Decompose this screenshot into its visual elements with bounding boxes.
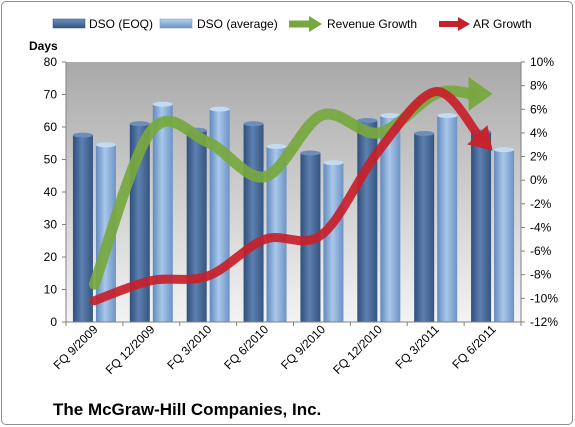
bar-dso-eoq	[186, 130, 207, 322]
bar-dso-eoq	[414, 133, 435, 322]
bar-top-dso-average	[323, 160, 344, 166]
bar-top-dso-eoq	[357, 118, 378, 123]
legend-swatch-dso-average	[159, 18, 193, 29]
y-tick-label: 60	[44, 120, 58, 134]
y-tick-label: 80	[44, 55, 58, 69]
y2-tick-label: 4%	[530, 126, 548, 140]
y2-tick-label: 10%	[530, 55, 554, 69]
x-tick-label: FQ 9/2010	[278, 322, 328, 372]
bar-dso-average	[152, 104, 173, 322]
legend-label-ar-growth: AR Growth	[473, 17, 532, 31]
y2-tick-label: 8%	[530, 79, 548, 93]
legend-label-dso-eoq: DSO (EOQ)	[89, 17, 153, 31]
bar-top-dso-average	[494, 147, 515, 153]
y-tick-label: 10	[44, 283, 58, 297]
bar-dso-eoq	[72, 135, 93, 322]
y-tick-label: 50	[44, 153, 58, 167]
x-tick-label: FQ 6/2010	[221, 322, 271, 372]
y2-tick-label: -6%	[530, 244, 552, 258]
bar-dso-eoq	[243, 123, 264, 322]
bar-dso-average	[380, 115, 401, 322]
y-tick-label: 30	[44, 218, 58, 232]
legend-label-revenue-growth: Revenue Growth	[327, 17, 417, 31]
legend-arrow-ar-growth	[439, 17, 470, 31]
bar-dso-average	[323, 162, 344, 322]
bar-dso-eoq	[471, 131, 492, 322]
bar-top-dso-eoq	[300, 150, 321, 156]
legend: DSO (EOQ) DSO (average) Revenue Growth A…	[52, 16, 532, 32]
y2-tick-label: -8%	[530, 268, 552, 282]
bar-top-dso-eoq	[243, 121, 264, 127]
lines-layer	[88, 76, 493, 306]
y2-tick-label: 2%	[530, 150, 548, 164]
arrowhead-ar-growth	[467, 125, 493, 151]
y-axis-title: Days	[29, 39, 58, 53]
bar-dso-average	[494, 149, 515, 322]
arrowhead-revenue-growth	[468, 76, 493, 111]
legend-label-dso-average: DSO (average)	[197, 17, 278, 31]
legend-swatch-dso-eoq	[52, 18, 86, 29]
bar-top-dso-average	[380, 113, 401, 119]
bar-top-dso-eoq	[129, 121, 150, 127]
line-ar-growth	[89, 87, 485, 306]
x-tick-label: FQ 9/2009	[51, 322, 101, 372]
bar-top-dso-eoq	[414, 131, 435, 136]
bar-top-dso-average	[209, 106, 230, 112]
x-tick-label: FQ 12/2010	[330, 322, 385, 377]
bar-dso-average	[437, 115, 458, 322]
x-tick-label: FQ 3/2011	[392, 322, 442, 372]
y2-tick-label: 0%	[530, 173, 548, 187]
y-tick-label: 70	[44, 88, 58, 102]
y2-tick-label: 6%	[530, 102, 548, 116]
y2-tick-label: -2%	[530, 197, 552, 211]
bar-top-dso-average	[437, 113, 458, 119]
x-tick-label: FQ 3/2010	[164, 322, 214, 372]
y2-tick-label: -12%	[530, 315, 558, 329]
y2-tick-label: -10%	[530, 291, 558, 305]
y-tick-label: 20	[44, 250, 58, 264]
bar-top-dso-eoq	[72, 132, 93, 138]
y-tick-label: 0	[50, 315, 57, 329]
legend-arrow-revenue-growth	[289, 16, 322, 32]
chart-caption: The McGraw-Hill Companies, Inc.	[53, 400, 321, 419]
bar-top-dso-average	[266, 144, 287, 149]
bar-top-dso-average	[152, 101, 173, 107]
y-tick-label: 40	[44, 185, 58, 199]
x-tick-label: FQ 6/2011	[449, 322, 499, 372]
x-tick-label: FQ 12/2009	[103, 322, 158, 377]
bar-top-dso-average	[95, 142, 116, 148]
y2-tick-label: -4%	[530, 220, 552, 234]
